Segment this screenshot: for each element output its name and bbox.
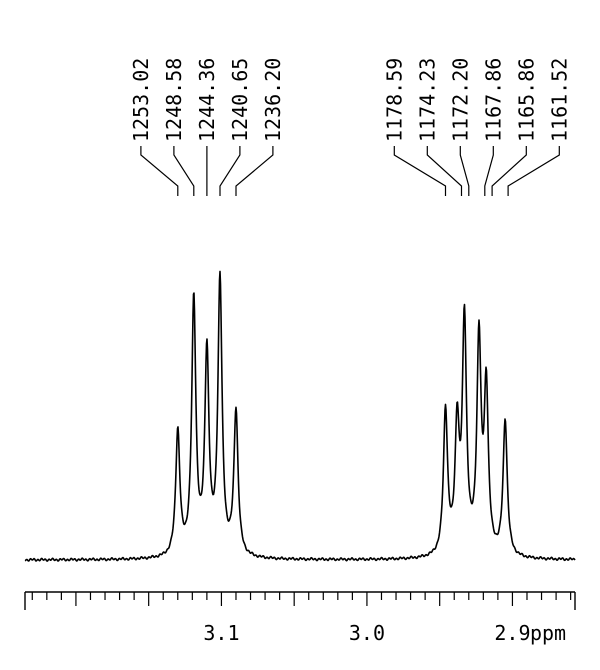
peak-label-leader [426,146,463,196]
peak-label: 1178.59 [382,58,406,142]
peak-label: 1240.65 [228,58,252,142]
peak-label: 1174.23 [415,58,439,142]
peak-label-leader [219,146,241,196]
x-axis-tick-label: 3.0 [349,621,385,645]
x-axis-tick-label: 3.1 [203,621,239,645]
peak-label-leader [491,146,527,196]
peak-label-leaders [140,146,560,196]
peak-label-leader [235,146,274,196]
peak-label: 1161.52 [547,58,571,142]
peak-labels: 1253.02 1248.58 1244.36 1240.65 1236.20 1178.… [129,58,571,142]
peak-label: 1236.20 [261,58,285,142]
x-axis-ticks [24,592,576,610]
peak-label-leader [484,146,494,196]
peak-label-leader [507,146,560,196]
spectrum-trace [24,270,576,562]
peak-label: 1248.58 [162,58,186,142]
x-axis-label: ppm [530,621,566,645]
peak-label: 1244.36 [195,58,219,142]
peak-label: 1172.20 [448,58,472,142]
peak-label: 1165.86 [514,58,538,142]
x-axis-tick-label: 2.9 [494,621,530,645]
peak-label: 1253.02 [129,58,153,142]
peak-label: 1167.86 [481,58,505,142]
peak-label-leader [173,146,195,196]
peak-label-leader [393,146,447,196]
peak-label-leader [140,146,179,196]
x-axis-tick-labels: 3.1 3.0 2.9 [203,621,530,645]
peak-label-leader [459,146,470,196]
